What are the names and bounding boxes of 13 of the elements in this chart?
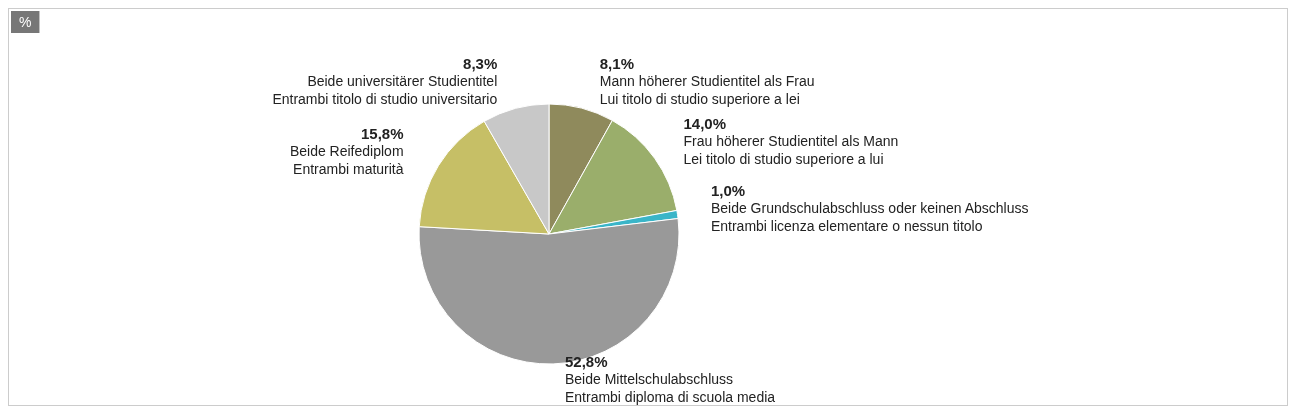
data-label: 8,3% (463, 54, 498, 72)
data-label: 15,8% (361, 124, 404, 142)
text: % (19, 14, 32, 30)
slice-label: Beide universitärer Studientitel Entrambi titolo di studio universitario (272, 73, 498, 108)
data-label: 1,0% (710, 181, 746, 199)
data-label: 52,8% (564, 352, 608, 370)
slice-label: Beide Grundschulabschluss oder keinen Abschluss Entrambi licenza elementare o nessun titolo (710, 200, 1029, 235)
slice-label: Mann höherer Studientitel als Frau Lui titolo di studio superiore a lei (599, 73, 815, 108)
data-label: 14,0% (683, 114, 727, 132)
slice-label: Frau höherer Studientitel als Mann Lei titolo di studio superiore a lui (683, 133, 899, 168)
slice-label: Beide Reifediplom Entrambi maturità (289, 143, 404, 178)
data-label: 8,1% (599, 54, 634, 72)
slice-label: Beide Mittelschulabschluss Entrambi diploma di scuola media (564, 371, 776, 405)
